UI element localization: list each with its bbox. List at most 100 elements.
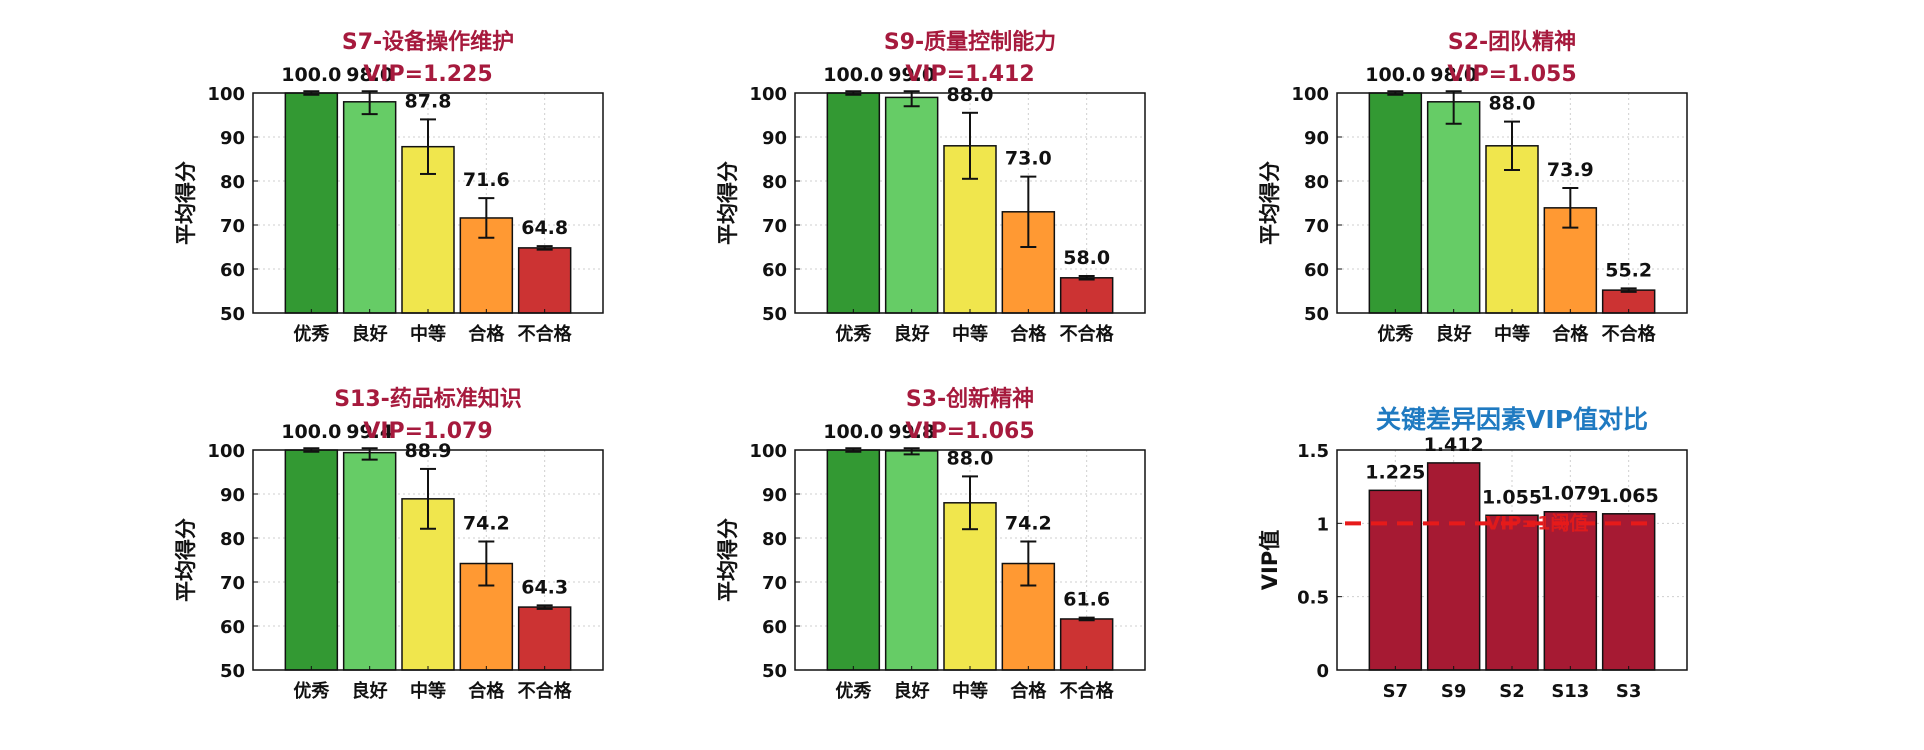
bar-2 [1426,462,1481,671]
y-axis-label: 平均得分 [716,161,740,245]
y-tick-label: 50 [762,661,787,682]
y-tick-label: 50 [220,661,245,682]
y-tick-label: 80 [762,529,787,550]
chart-title: S13-药品标准知识 [334,386,522,412]
y-tick-label: 90 [762,485,787,506]
chart-title: S2-团队精神 [1448,29,1576,55]
y-tick-label: 0.5 [1297,588,1329,609]
bar-5 [517,606,572,671]
y-tick-label: 100 [207,441,245,462]
x-tick-label: 中等 [952,680,988,702]
bar-5 [1601,513,1656,671]
chart-subtitle: VIP=1.079 [363,419,492,444]
y-tick-label: 60 [762,617,787,638]
y-tick-label: 90 [1304,128,1329,149]
data-label: 100.0 [281,64,341,86]
y-axis-label: 平均得分 [716,518,740,602]
data-label: 71.6 [463,169,510,191]
chart-panel-1: 100.0 优秀 98.0 良好 87.8 中等 71.6 合格 64.8 不合格 50 60 70 80… [174,29,604,345]
x-tick-label: 良好 [1436,323,1472,345]
y-tick-label: 50 [762,304,787,325]
y-tick-label: 80 [220,529,245,550]
x-tick-label: 优秀 [1377,323,1413,345]
y-tick-label: 80 [762,172,787,193]
x-tick-label: S9 [1441,681,1467,702]
chart-title: S3-创新精神 [906,386,1034,412]
x-tick-label: 合格 [1010,680,1047,702]
x-tick-label: 合格 [468,323,505,345]
y-tick-label: 90 [220,485,245,506]
axes-frame [794,449,1146,671]
y-tick-label: 70 [762,216,787,237]
y-tick-label: 60 [220,617,245,638]
data-label: 87.8 [405,90,452,112]
y-axis-label: 平均得分 [1258,161,1282,245]
data-label: 74.2 [1005,513,1052,535]
data-label: 73.9 [1547,159,1594,181]
x-tick-label: 优秀 [293,680,329,702]
y-tick-label: 60 [1304,260,1329,281]
y-tick-label: 90 [220,128,245,149]
bar-2 [342,101,397,314]
chart-panel-6: 1.225S71.412S91.055S21.079S131.065S3VIP=… [1258,405,1688,702]
x-tick-label: 良好 [352,680,388,702]
bar-3 [943,502,997,671]
x-tick-label: 优秀 [835,323,871,345]
data-label: 99.8 [888,421,935,443]
x-tick-label: 优秀 [293,323,329,345]
x-tick-label: 良好 [352,323,388,345]
x-tick-label: 合格 [468,680,505,702]
chart-title: S7-设备操作维护 [342,29,514,55]
x-tick-label: 不合格 [1602,323,1657,345]
x-tick-label: 中等 [410,323,446,345]
x-tick-label: S2 [1499,681,1525,702]
chart-subtitle: VIP=1.065 [905,419,1034,444]
data-label: 98.0 [1430,64,1477,86]
chart-title: 关键差异因素VIP值对比 [1376,405,1648,434]
x-tick-label: 优秀 [835,680,871,702]
y-tick-label: 0 [1316,661,1329,682]
data-label: 1.412 [1424,434,1484,456]
bar-1 [1368,92,1423,314]
bar-1 [826,449,881,671]
data-label: 88.0 [947,84,994,106]
bar-3 [1485,514,1539,671]
chart-panel-5: 100.0 优秀 99.8 良好 88.0 中等 74.2 合格 61.6 不合格 50 60 70 80… [716,386,1146,702]
x-tick-label: 中等 [1494,323,1530,345]
axes-frame [794,92,1146,314]
y-tick-label: 1.5 [1297,441,1329,462]
data-label: 100.0 [281,421,341,443]
data-label: 100.0 [823,64,883,86]
x-tick-label: 良好 [894,680,930,702]
axes-frame [252,92,604,314]
data-label: 100.0 [1365,64,1425,86]
y-tick-label: 1 [1316,514,1329,535]
y-tick-label: 100 [749,441,787,462]
chart-panel-2: 100.0 优秀 99.0 良好 88.0 中等 73.0 合格 58.0 不合格 50 60 70 80… [716,29,1146,345]
data-label: 100.0 [823,421,883,443]
data-label: 88.0 [947,447,994,469]
bar-5 [517,247,572,314]
y-tick-label: 60 [762,260,787,281]
data-label: 74.2 [463,513,510,535]
y-tick-label: 70 [220,216,245,237]
x-tick-label: 不合格 [518,680,573,702]
bar-2 [1426,101,1481,314]
x-tick-label: S3 [1616,681,1642,702]
y-tick-label: 80 [220,172,245,193]
chart-panel-3: 100.0 优秀 98.0 良好 88.0 中等 73.9 合格 55.2 不合格 50 60 70 80… [1258,29,1688,345]
bar-1 [826,92,881,314]
chart-subtitle: VIP=1.055 [1447,62,1576,87]
x-tick-label: S7 [1383,681,1409,702]
x-tick-label: 不合格 [1060,680,1115,702]
y-tick-label: 50 [1304,304,1329,325]
x-tick-label: 良好 [894,323,930,345]
data-label: 1.079 [1540,483,1600,505]
y-tick-label: 70 [1304,216,1329,237]
bar-2 [884,450,939,671]
chart-panel-4: 100.0 优秀 99.4 良好 88.9 中等 74.2 合格 64.3 不合格 50 60 70 80… [174,386,604,702]
bar-2 [884,96,939,314]
data-label: 99.4 [346,421,393,443]
bar-1 [1368,489,1423,671]
data-label: 1.225 [1365,461,1425,483]
